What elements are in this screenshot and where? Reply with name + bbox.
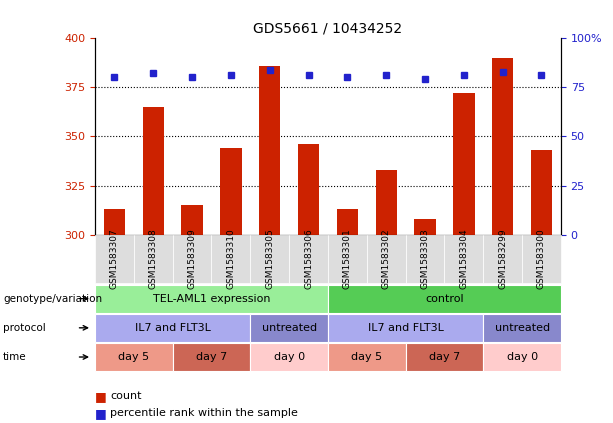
Text: IL7 and FLT3L: IL7 and FLT3L [368, 323, 444, 333]
Text: day 0: day 0 [506, 352, 538, 362]
Bar [337, 209, 358, 235]
Bar [220, 148, 242, 235]
Text: GSM1583306: GSM1583306 [304, 229, 313, 289]
Bar [376, 170, 397, 235]
Text: ■: ■ [95, 407, 111, 420]
Text: GSM1583301: GSM1583301 [343, 229, 352, 289]
Text: time: time [3, 352, 27, 362]
Text: GSM1583310: GSM1583310 [226, 229, 235, 289]
Bar [414, 219, 436, 235]
Text: ■: ■ [95, 390, 111, 403]
Bar [298, 144, 319, 235]
Bar [531, 150, 552, 235]
Text: GSM1583307: GSM1583307 [110, 229, 119, 289]
Bar [104, 209, 125, 235]
Text: day 7: day 7 [196, 352, 227, 362]
Text: GSM1583309: GSM1583309 [188, 229, 197, 289]
Text: GSM1583305: GSM1583305 [265, 229, 274, 289]
Text: untreated: untreated [495, 323, 550, 333]
Text: day 7: day 7 [429, 352, 460, 362]
Text: TEL-AML1 expression: TEL-AML1 expression [153, 294, 270, 304]
Text: GSM1583302: GSM1583302 [382, 229, 390, 289]
Text: day 0: day 0 [273, 352, 305, 362]
Text: protocol: protocol [3, 323, 46, 333]
Text: GSM1583304: GSM1583304 [459, 229, 468, 289]
Title: GDS5661 / 10434252: GDS5661 / 10434252 [253, 22, 403, 36]
Bar [181, 205, 203, 235]
Text: GSM1583308: GSM1583308 [149, 229, 158, 289]
Text: count: count [110, 391, 142, 401]
Text: GSM1583300: GSM1583300 [537, 229, 546, 289]
Bar [143, 107, 164, 235]
Text: GSM1583299: GSM1583299 [498, 229, 507, 289]
Text: untreated: untreated [262, 323, 317, 333]
Bar [492, 58, 513, 235]
Text: control: control [425, 294, 464, 304]
Bar [453, 93, 474, 235]
Text: IL7 and FLT3L: IL7 and FLT3L [135, 323, 211, 333]
Text: genotype/variation: genotype/variation [3, 294, 102, 304]
Text: day 5: day 5 [118, 352, 150, 362]
Text: day 5: day 5 [351, 352, 383, 362]
Text: percentile rank within the sample: percentile rank within the sample [110, 408, 298, 418]
Text: GSM1583303: GSM1583303 [421, 229, 430, 289]
Bar [259, 66, 280, 235]
